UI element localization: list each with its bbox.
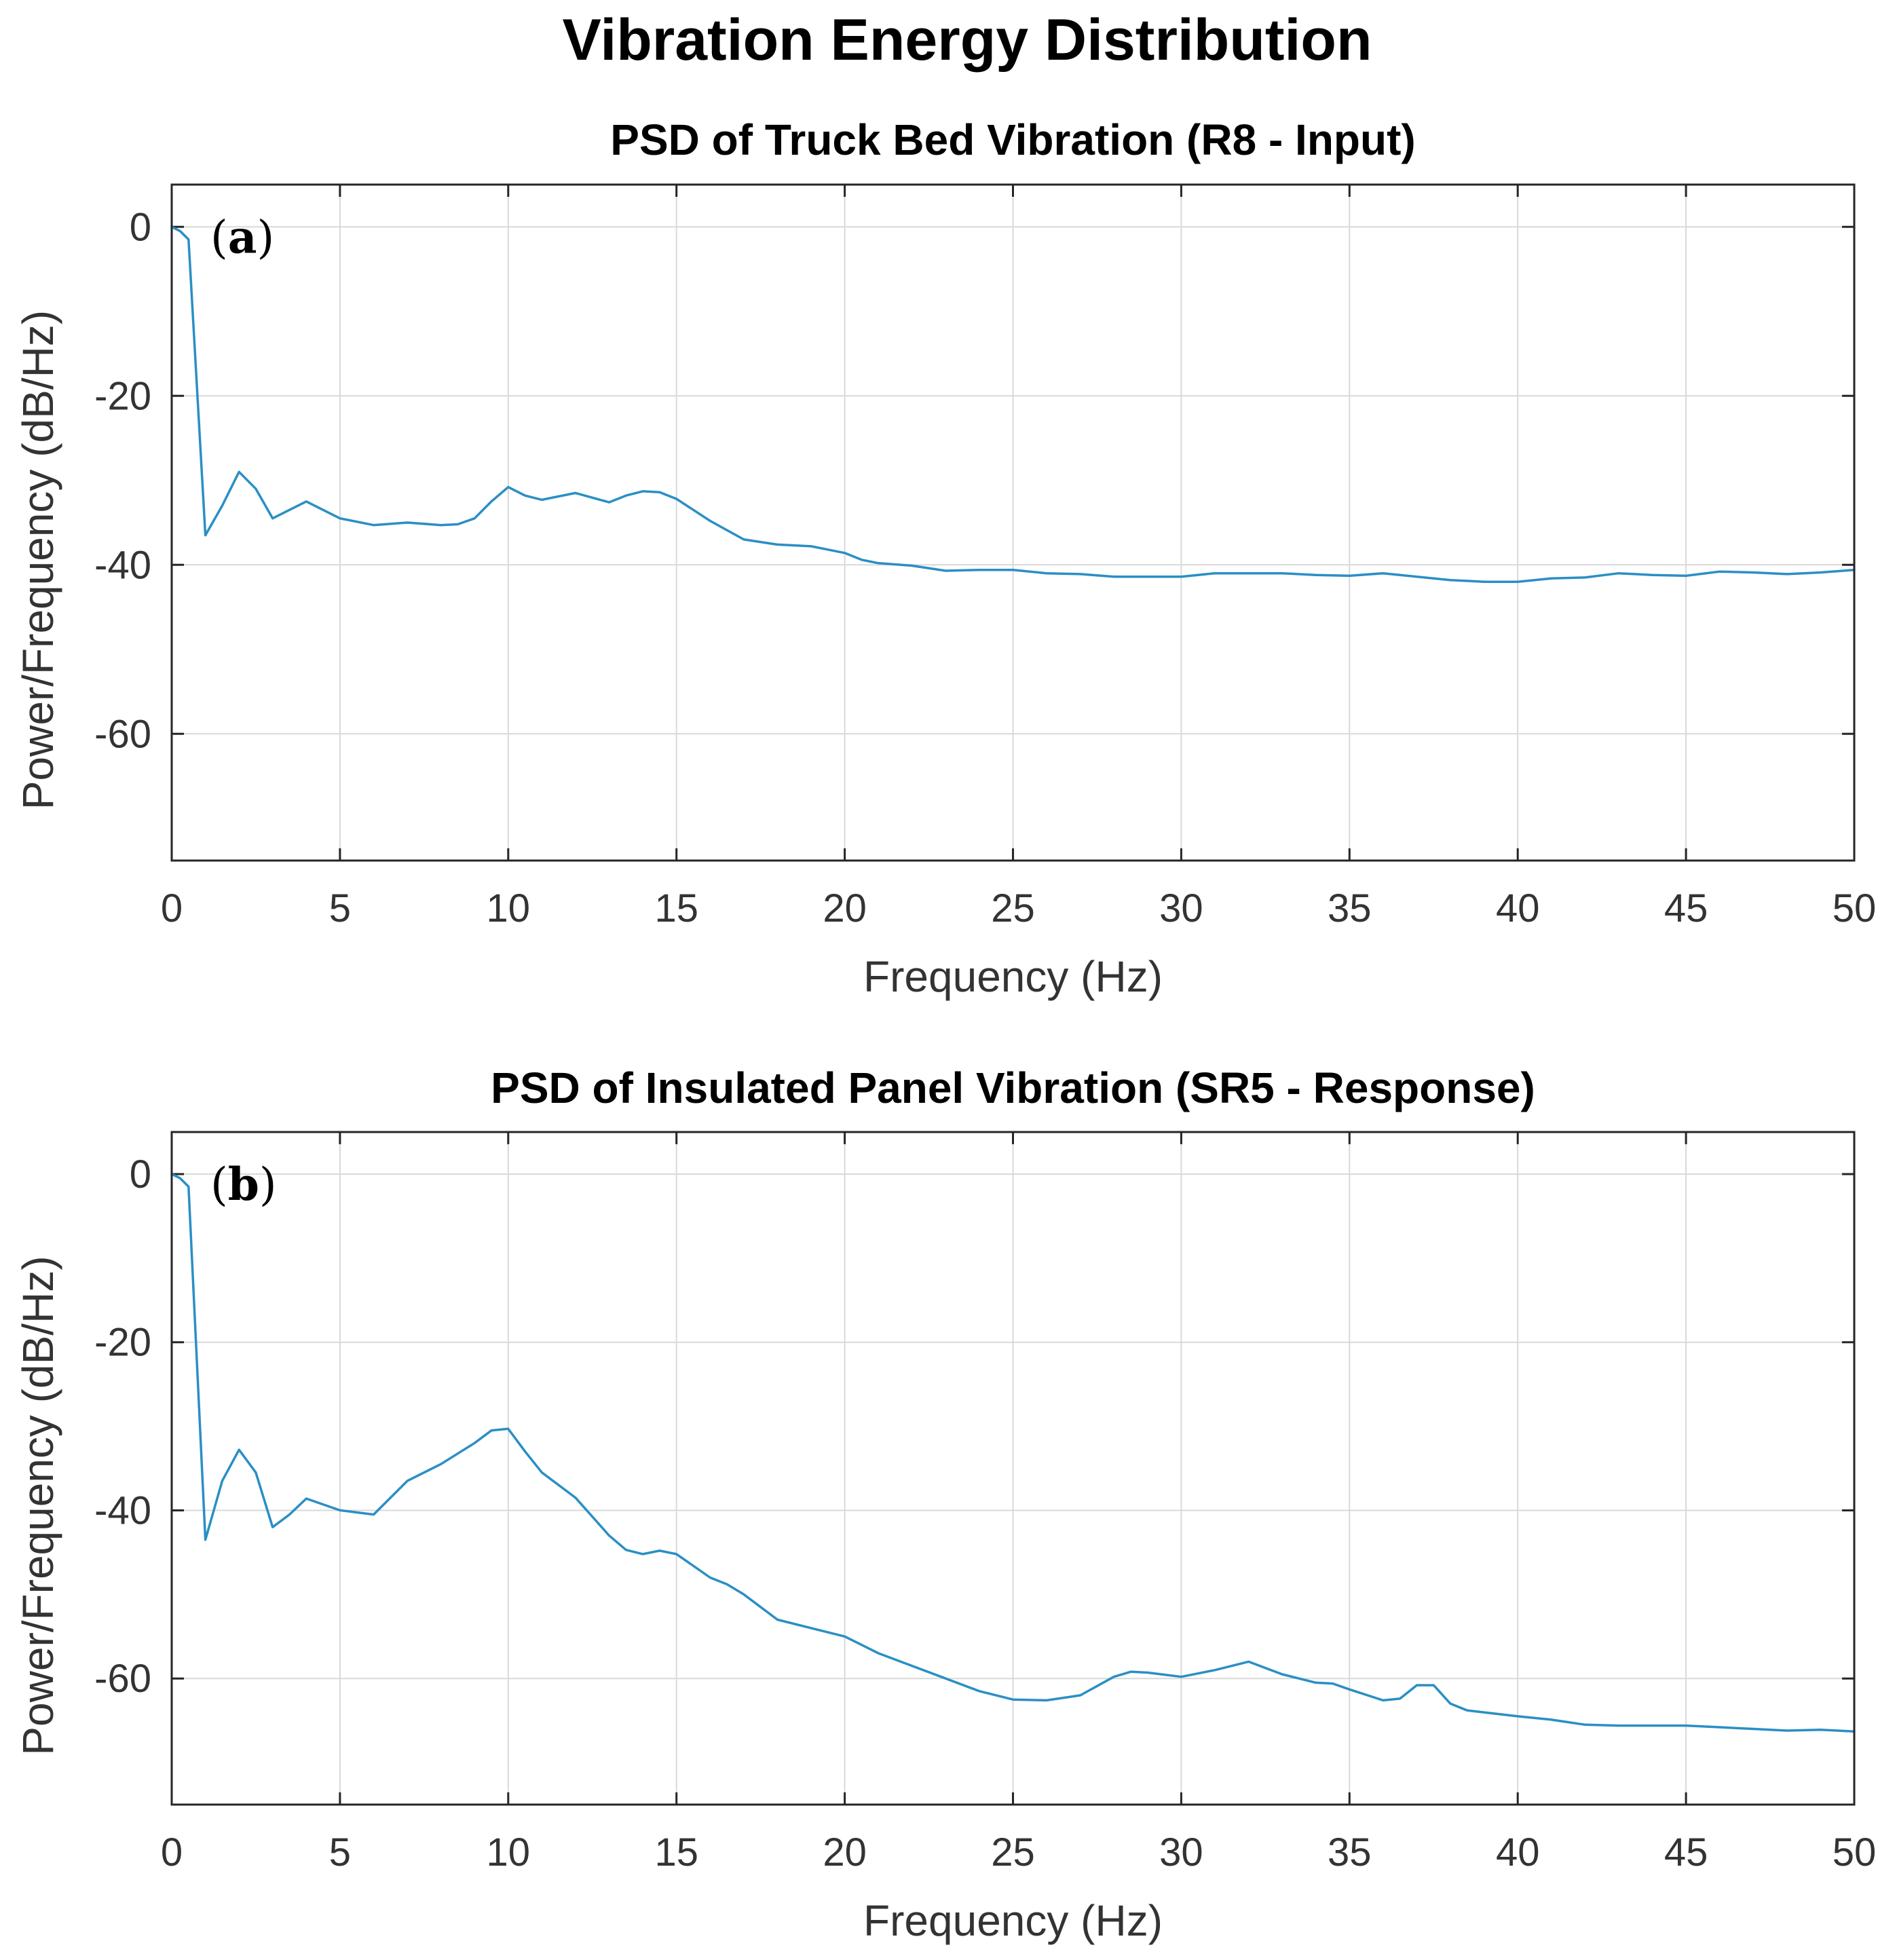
x-tick-label: 50 xyxy=(1833,886,1877,930)
x-tick-label: 45 xyxy=(1664,886,1708,930)
y-tick-label: -60 xyxy=(94,712,151,756)
y-axis-label: Power/Frequency (dB/Hz) xyxy=(14,1256,62,1755)
x-tick-label: 20 xyxy=(823,1830,867,1874)
y-tick-label: -20 xyxy=(94,374,151,418)
chart-title: PSD of Truck Bed Vibration (R8 - Input) xyxy=(610,115,1415,164)
x-tick-label: 10 xyxy=(487,1830,531,1874)
x-tick-label: 40 xyxy=(1496,886,1540,930)
chart-panel-b: 0 5 10 15 20 25 30 35 40 45 50 0 -20 -40 -60 PSD of Ins… xyxy=(14,1063,1876,1945)
chart-title: PSD of Insulated Panel Vibration (SR5 - … xyxy=(491,1063,1535,1112)
x-tick-label: 0 xyxy=(161,886,183,930)
x-tick-label: 35 xyxy=(1328,886,1372,930)
y-axis-label: Power/Frequency (dB/Hz) xyxy=(14,310,62,810)
axes-frame xyxy=(170,1131,1856,1806)
axes-frame xyxy=(170,183,1856,862)
x-tick-label: 10 xyxy=(487,886,531,930)
x-axis-label: Frequency (Hz) xyxy=(863,952,1163,1001)
x-tick-label: 5 xyxy=(329,886,351,930)
psd-series-line xyxy=(170,1173,1856,1733)
x-tick-label: 45 xyxy=(1664,1830,1708,1874)
x-tick-label: 40 xyxy=(1496,1830,1540,1874)
panel-label: (b) xyxy=(210,1158,277,1211)
x-tick-label: 20 xyxy=(823,886,867,930)
x-tick-label: 25 xyxy=(991,886,1035,930)
y-tick-label: -20 xyxy=(94,1321,151,1365)
x-tick-label: 0 xyxy=(161,1830,183,1874)
x-tick-label: 35 xyxy=(1328,1830,1372,1874)
psd-series-line xyxy=(170,225,1856,583)
y-tick-label: -40 xyxy=(94,1488,151,1532)
y-tick-label: 0 xyxy=(130,205,151,249)
y-tick-label: -60 xyxy=(94,1657,151,1701)
x-tick-label: 25 xyxy=(991,1830,1035,1874)
x-axis-label: Frequency (Hz) xyxy=(863,1896,1163,1945)
x-tick-label: 30 xyxy=(1159,1830,1203,1874)
panel-label: (a) xyxy=(210,210,274,263)
x-tick-label: 5 xyxy=(329,1830,351,1874)
chart-panel-a: 0 5 10 15 20 25 30 35 40 45 50 0 -20 -40 -60 PSD of Tru… xyxy=(14,115,1876,1001)
y-tick-label: -40 xyxy=(94,543,151,587)
y-tick-label: 0 xyxy=(130,1152,151,1196)
x-tick-label: 50 xyxy=(1833,1830,1877,1874)
x-tick-label: 15 xyxy=(654,1830,698,1874)
x-tick-label: 30 xyxy=(1159,886,1203,930)
x-tick-label: 15 xyxy=(654,886,698,930)
figure-title: Vibration Energy Distribution xyxy=(563,7,1372,73)
